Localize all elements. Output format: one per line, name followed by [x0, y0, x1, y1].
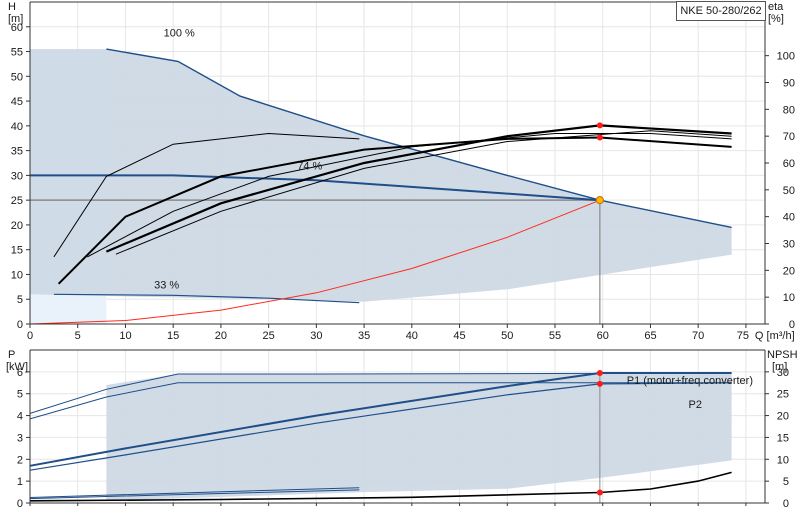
- h-tick-label: 35: [11, 146, 23, 158]
- q-tick-label: 50: [501, 330, 513, 342]
- eta-tick-label: 90: [783, 78, 795, 90]
- h-tick-label: 30: [11, 170, 23, 182]
- q-tick-label: 45: [453, 330, 465, 342]
- npsh-tick-label: 0: [783, 498, 789, 510]
- npsh-axis-unit: [m]: [772, 361, 787, 373]
- q-tick-label: 15: [167, 330, 179, 342]
- eta-tick-label: 70: [783, 131, 795, 143]
- annotation-33-percent: 33 %: [154, 279, 179, 291]
- eta-tick-label: 10: [783, 292, 795, 304]
- h-axis-label: H: [8, 1, 16, 13]
- p-tick-label: 2: [17, 454, 23, 466]
- series-head-74: [30, 174, 600, 202]
- eta-marker: [596, 122, 603, 129]
- q-tick-label: 55: [549, 330, 561, 342]
- p-tick-label: 5: [17, 389, 23, 401]
- h-tick-label: 60: [11, 22, 23, 34]
- p-tick-label: 4: [17, 411, 23, 423]
- model-label: NKE 50-280/262: [676, 1, 766, 21]
- legend-p1: P1 (motor+freq.converter): [627, 375, 753, 387]
- series-eta-5: [53, 132, 360, 258]
- series-p1-74: [29, 372, 732, 467]
- q-tick-label: 20: [215, 330, 227, 342]
- h-tick-label: 15: [11, 245, 23, 257]
- series-system-curve: [29, 199, 601, 325]
- annotation-100-percent: 100 %: [164, 28, 195, 40]
- eta-tick-label: 60: [783, 158, 795, 170]
- p-tick-label: 1: [17, 476, 23, 488]
- h-tick-label: 25: [11, 195, 23, 207]
- q-tick-label: 70: [692, 330, 704, 342]
- p-tick-label: 3: [17, 432, 23, 444]
- eta-tick-label: 100: [777, 51, 795, 63]
- power-marker: [596, 489, 603, 496]
- h-tick-label: 45: [11, 96, 23, 108]
- npsh-tick-label: 20: [777, 411, 789, 423]
- npsh-tick-label: 10: [777, 454, 789, 466]
- duty-point-marker: [595, 196, 604, 205]
- series-p2-33: [29, 489, 360, 500]
- series-p1-33: [29, 487, 360, 498]
- head-envelope-area: [30, 49, 732, 302]
- npsh-tick-label: 15: [777, 432, 789, 444]
- series-p2-74: [29, 382, 732, 471]
- p-tick-label: 0: [17, 498, 23, 510]
- power-marker: [596, 369, 603, 376]
- h-tick-label: 50: [11, 71, 23, 83]
- h-tick-label: 0: [17, 319, 23, 331]
- legend-p2: P2: [689, 399, 702, 411]
- eta-axis-label: eta: [768, 1, 784, 13]
- eta-tick-label: 50: [783, 185, 795, 197]
- eta-tick-label: 20: [783, 265, 795, 277]
- npsh-tick-label: 25: [777, 389, 789, 401]
- h-tick-label: 20: [11, 220, 23, 232]
- q-tick-label: 65: [644, 330, 656, 342]
- power-marker: [596, 380, 603, 387]
- series-p1-max: [29, 372, 732, 414]
- eta-axis-unit: [%]: [768, 13, 784, 25]
- q-tick-label: 5: [75, 330, 81, 342]
- eta-tick-label: 30: [783, 239, 795, 251]
- series-eta-3: [105, 124, 732, 253]
- eta-tick-label: 0: [789, 319, 795, 331]
- q-tick-label: 60: [597, 330, 609, 342]
- q-tick-label: 10: [119, 330, 131, 342]
- eta-marker: [596, 134, 603, 141]
- h-tick-label: 55: [11, 47, 23, 59]
- eta-tick-label: 40: [783, 212, 795, 224]
- q-tick-label: 35: [358, 330, 370, 342]
- power-envelope-area: [106, 374, 732, 501]
- series-eta-4: [115, 130, 732, 255]
- q-tick-label: 0: [27, 330, 33, 342]
- annotation-74-percent: 74 %: [297, 160, 322, 172]
- eta-tick-label: 80: [783, 104, 795, 116]
- q-tick-label: 30: [310, 330, 322, 342]
- p-axis-label: P: [8, 349, 15, 361]
- h-tick-label: 5: [17, 294, 23, 306]
- q-tick-label: 25: [263, 330, 275, 342]
- series-eta-2: [87, 133, 732, 258]
- npsh-axis-label: NPSH: [767, 349, 798, 361]
- npsh-tick-label: 30: [777, 367, 789, 379]
- p-axis-unit: [kW]: [6, 361, 28, 373]
- series-head-33: [53, 293, 360, 304]
- series-p2-max: [29, 382, 732, 420]
- h-axis-unit: [m]: [8, 13, 23, 25]
- q-axis-label: Q [m³/h]: [755, 330, 795, 342]
- p-tick-label: 6: [17, 367, 23, 379]
- q-tick-label: 75: [737, 330, 749, 342]
- q-tick-label: 40: [406, 330, 418, 342]
- npsh-tick-label: 5: [783, 476, 789, 488]
- h-tick-label: 10: [11, 269, 23, 281]
- h-tick-label: 40: [11, 121, 23, 133]
